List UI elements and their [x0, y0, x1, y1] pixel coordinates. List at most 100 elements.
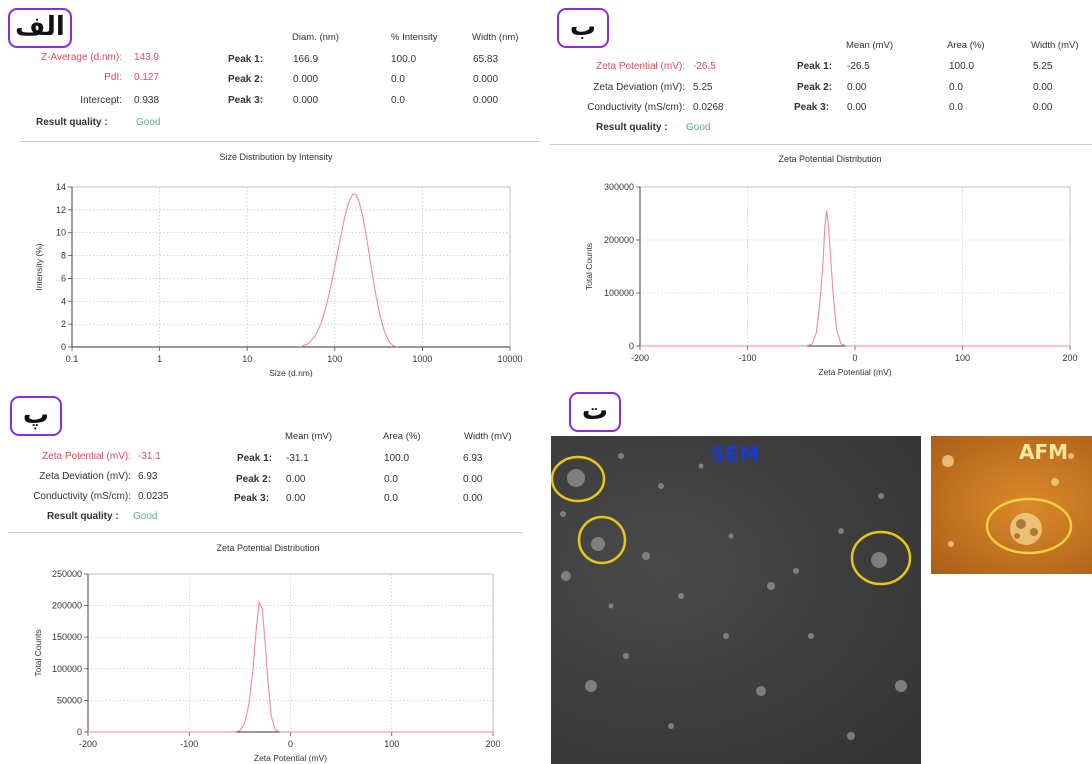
- panel-tag-be: ب: [557, 8, 609, 48]
- plot-area: [71, 186, 511, 348]
- x-axis-label: Zeta Potential (mV): [818, 367, 891, 377]
- zeta-distribution-chart-2: 0 50000 100000 150000 200000 250000 -200 -100 0 1…: [33, 569, 501, 763]
- peak-1-area: 100.0: [384, 453, 410, 464]
- zeta-potential-value: -31.1: [138, 451, 161, 462]
- result-quality-label: Result quality :: [36, 117, 108, 128]
- divider: [8, 532, 523, 533]
- tick-label-y: 8: [61, 251, 66, 261]
- series-line: [299, 193, 398, 348]
- tick-label-x: -100: [180, 739, 198, 749]
- conductivity-label: Conductivity (mS/cm):: [587, 102, 685, 113]
- header-mean: Mean (mV): [846, 40, 893, 51]
- peak-1-label: Peak 1:: [228, 54, 264, 65]
- tick-label-x: 0.1: [66, 354, 79, 364]
- peak-3-width: 0.00: [463, 493, 483, 504]
- peak-1-mean: -26.5: [847, 61, 870, 72]
- tick-label-y: 300000: [604, 182, 634, 192]
- peak-2-width: 0.00: [463, 474, 483, 485]
- peak-3-label: Peak 3:: [794, 102, 830, 113]
- peak-2-label: Peak 2:: [228, 74, 264, 85]
- tick-label-y: 0: [61, 342, 66, 352]
- zeta-deviation-value: 6.93: [138, 471, 158, 482]
- zeta-deviation-value: 5.25: [693, 82, 713, 93]
- z-average-label: Z-Average (d.nm):: [41, 52, 122, 63]
- zeta-distribution-chart-1: 0 100000 200000 300000 -200 -100 0 100 200 Zeta P…: [584, 182, 1078, 377]
- tick-label-y: 100000: [604, 288, 634, 298]
- conductivity-value: 0.0268: [693, 102, 724, 113]
- tick-label-y: 14: [56, 182, 66, 192]
- peak-2-mean: 0.00: [847, 82, 867, 93]
- peak-3-intensity: 0.0: [391, 95, 405, 106]
- peak-2-intensity: 0.0: [391, 74, 405, 85]
- peak-3-label: Peak 3:: [234, 493, 270, 504]
- afm-features: [942, 453, 1074, 555]
- peak-1-area: 100.0: [949, 61, 975, 72]
- peak-3-mean: 0.00: [286, 493, 306, 504]
- pdi-value: 0.127: [134, 72, 160, 83]
- tick-label-y: 4: [61, 296, 66, 306]
- tick-label-x: 1000: [412, 354, 432, 364]
- tick-label-x: -200: [631, 353, 649, 363]
- header-width: Width (nm): [472, 32, 519, 43]
- tick-label-x: 100: [384, 739, 399, 749]
- afm-image: AFM: [931, 436, 1092, 574]
- peak-2-width: 0.000: [473, 74, 499, 85]
- tick-label-y: 6: [61, 273, 66, 283]
- peak-3-area: 0.0: [949, 102, 963, 113]
- tick-label-y: 12: [56, 205, 66, 215]
- peak-2-label: Peak 2:: [797, 82, 833, 93]
- tick-label-x: 0: [852, 353, 857, 363]
- intercept-value: 0.938: [134, 95, 160, 106]
- zeta-potential-value: -26.5: [693, 61, 716, 72]
- result-quality-label: Result quality :: [47, 511, 119, 522]
- tick-label-y: 200000: [52, 601, 82, 611]
- series-line: [640, 210, 1070, 347]
- peak-1-mean: -31.1: [286, 453, 309, 464]
- result-quality-value: Good: [136, 117, 161, 128]
- header-width: Width (mV): [1031, 40, 1079, 51]
- tick-label-x: 100: [327, 354, 342, 364]
- tick-label-y: 50000: [57, 695, 82, 705]
- zeta-deviation-label: Zeta Deviation (mV):: [593, 82, 685, 93]
- highlight-circle: [850, 530, 912, 586]
- x-axis-label: Size (d.nm): [269, 368, 313, 378]
- peak-1-intensity: 100.0: [391, 54, 417, 65]
- conductivity-value: 0.0235: [138, 491, 169, 502]
- result-quality-label: Result quality :: [596, 122, 668, 133]
- tick-label-y: 200000: [604, 235, 634, 245]
- highlight-circle: [577, 515, 627, 565]
- peak-1-width: 5.25: [1033, 61, 1053, 72]
- peak-3-mean: 0.00: [847, 102, 867, 113]
- peak-1-diam: 166.9: [293, 54, 319, 65]
- pdi-label: PdI:: [104, 72, 122, 83]
- tick-label-y: 10: [56, 228, 66, 238]
- highlight-circle: [985, 497, 1073, 555]
- header-area: Area (%): [383, 431, 421, 442]
- chart-title: Size Distribution by Intensity: [219, 152, 333, 162]
- zeta-potential-label: Zeta Potential (mV):: [596, 61, 685, 72]
- header-diam: Diam. (nm): [292, 32, 339, 43]
- highlight-circle: [551, 455, 606, 503]
- panel-tag-pe: پ: [10, 396, 62, 436]
- peak-3-label: Peak 3:: [228, 95, 264, 106]
- tick-label-y: 100000: [52, 664, 82, 674]
- peak-3-area: 0.0: [384, 493, 398, 504]
- tick-label-y: 2: [61, 319, 66, 329]
- tick-label-x: 200: [1062, 353, 1077, 363]
- tick-label-y: 250000: [52, 569, 82, 579]
- y-axis-label: Total Counts: [33, 629, 43, 676]
- zeta-potential-label: Zeta Potential (mV):: [42, 451, 131, 462]
- divider: [550, 144, 1092, 145]
- series-line: [88, 600, 493, 733]
- chart-title: Zeta Potential Distribution: [216, 543, 320, 553]
- y-axis-label: Intensity (%): [34, 243, 44, 290]
- peak-1-label: Peak 1:: [797, 61, 833, 72]
- header-intensity: % Intensity: [391, 32, 438, 43]
- tick-label-x: 100: [955, 353, 970, 363]
- panel-tag-te: ت: [569, 392, 621, 432]
- panel-tag-alef: الف: [8, 8, 72, 48]
- peak-1-width: 65.83: [473, 54, 499, 65]
- peak-1-width: 6.93: [463, 453, 483, 464]
- tick-label-y: 0: [629, 341, 634, 351]
- tick-label-x: -200: [79, 739, 97, 749]
